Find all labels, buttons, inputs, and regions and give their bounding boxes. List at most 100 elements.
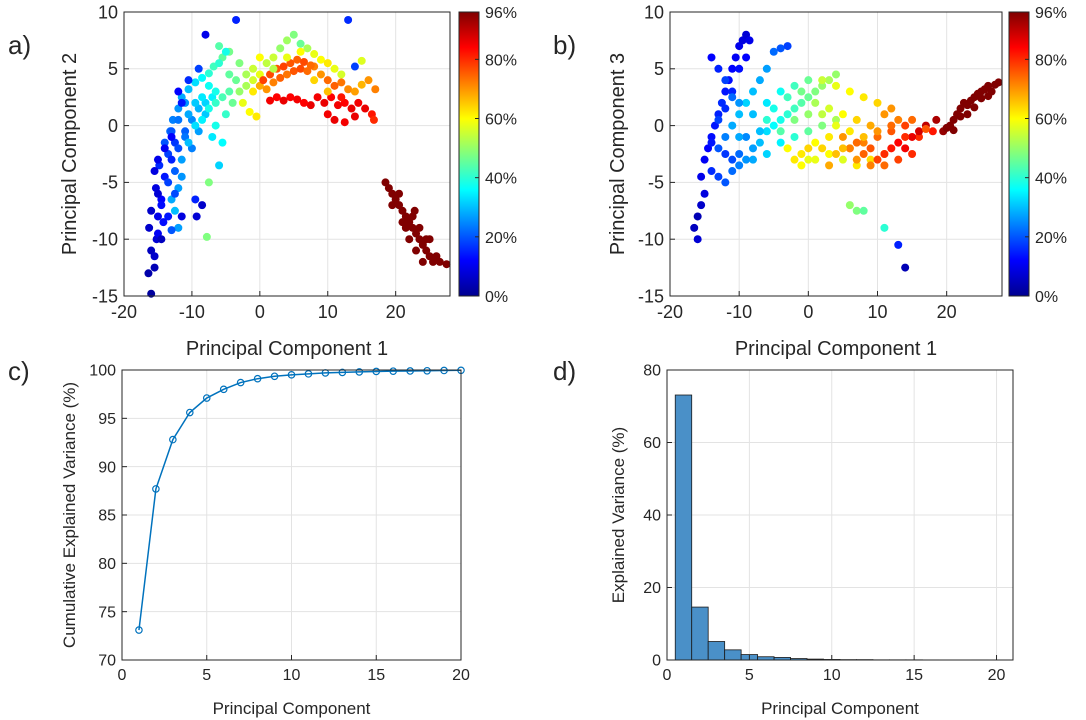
data-point [721, 178, 730, 187]
x-tick-label: -20 [657, 302, 683, 322]
data-point [218, 93, 227, 102]
data-point [395, 189, 404, 198]
data-point [901, 263, 910, 272]
data-point [150, 167, 159, 176]
data-point [198, 115, 207, 124]
y-tick-label: 10 [98, 2, 118, 22]
panel-label-c: c) [8, 356, 30, 386]
data-point [293, 55, 302, 64]
data-point [797, 87, 806, 96]
data-point [204, 69, 213, 78]
data-point [880, 161, 889, 170]
x-tick-label: 0 [663, 667, 672, 684]
data-point [977, 94, 986, 103]
colorbar-tick-label: 0% [485, 289, 508, 306]
data-point [269, 53, 278, 62]
data-point [242, 70, 251, 79]
data-point [818, 76, 827, 85]
x-tick-label: -20 [111, 302, 137, 322]
data-point [707, 132, 716, 141]
data-point [242, 81, 251, 90]
x-tick-label: 20 [452, 667, 470, 684]
data-point [832, 121, 840, 130]
data-point [405, 235, 414, 244]
data-point [167, 132, 176, 141]
data-point [735, 64, 744, 73]
data-point [859, 138, 868, 147]
data-point [838, 110, 847, 119]
data-point [167, 127, 176, 136]
data-point [184, 138, 193, 147]
colorbar-tick-label: 20% [1035, 230, 1067, 247]
data-point [735, 132, 744, 141]
panel-c-line-chart: 0 5 10 15 20 70 75 80 85 90 95 100 Principal Compone… [60, 363, 470, 718]
data-point [804, 155, 813, 164]
colorbar-tick-label: 60% [485, 112, 517, 129]
y-tick-label: 40 [643, 508, 661, 525]
data-point [204, 81, 213, 90]
data-point [201, 30, 210, 39]
data-point [811, 155, 820, 164]
y-tick-label: -10 [92, 230, 118, 250]
data-point [412, 246, 421, 255]
data-point [160, 138, 169, 147]
data-point [776, 44, 785, 53]
data-point [272, 93, 281, 102]
data-point [984, 92, 993, 101]
data-point [354, 98, 363, 107]
data-point [797, 150, 806, 158]
data-point [418, 257, 427, 266]
panel-d-bar-chart: 0 5 10 15 20 0 20 40 60 80 Principal Component Expl… [609, 363, 1014, 718]
data-point [174, 87, 183, 96]
data-point [249, 64, 258, 73]
data-point [776, 115, 785, 124]
axes-box [669, 11, 1003, 297]
y-tick-label: 90 [98, 459, 116, 476]
data-point [804, 110, 813, 119]
data-point [749, 110, 757, 119]
line-marker [338, 368, 347, 377]
x-tick-label: 5 [745, 667, 754, 684]
data-point [700, 189, 709, 198]
data-point [700, 155, 709, 164]
data-point [735, 161, 744, 170]
x-tick-label: 0 [255, 302, 265, 322]
data-point [908, 115, 917, 124]
panel-label-b: b) [553, 30, 576, 60]
data-point [313, 93, 322, 102]
bar [674, 394, 693, 661]
data-point [344, 85, 353, 94]
y-tick-label: 85 [98, 508, 116, 525]
data-point [235, 87, 244, 96]
data-point [783, 144, 792, 153]
data-point [153, 212, 162, 221]
y-tick-label: 100 [89, 363, 116, 380]
data-point [880, 110, 889, 119]
x-tick-label: 15 [367, 667, 385, 684]
data-point [198, 201, 207, 210]
data-point [797, 98, 806, 107]
x-tick-label: -10 [726, 302, 752, 322]
y-tick-label: 5 [108, 59, 118, 79]
data-point [170, 167, 179, 176]
data-point [150, 252, 159, 261]
data-point [873, 127, 882, 136]
data-point [191, 195, 200, 204]
data-point [364, 76, 373, 85]
data-point [157, 201, 166, 210]
data-point [832, 115, 840, 124]
data-point [832, 81, 840, 90]
data-point [832, 70, 840, 79]
y-tick-label: -15 [92, 286, 118, 306]
data-point [344, 15, 353, 24]
data-point [859, 206, 868, 215]
data-point [225, 87, 234, 96]
data-point [908, 150, 917, 158]
data-point [191, 98, 200, 107]
data-point [174, 144, 183, 153]
data-point [887, 104, 896, 113]
line-marker [355, 368, 364, 376]
data-point [838, 132, 847, 141]
y-tick-label: -10 [638, 230, 664, 250]
data-point [845, 201, 854, 210]
